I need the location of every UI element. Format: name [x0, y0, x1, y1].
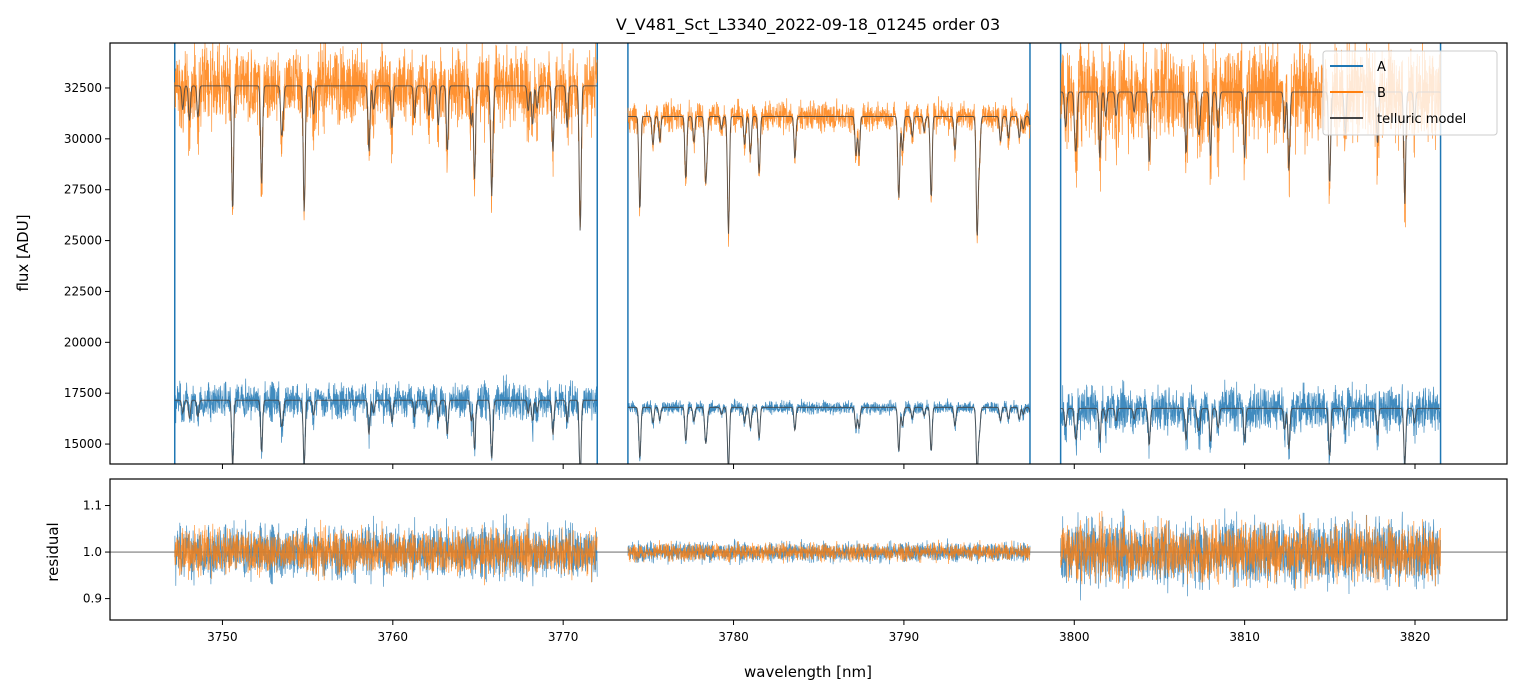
telluric-model-line-b: [174, 85, 598, 231]
flux-y-tick-label: 30000: [64, 132, 102, 146]
flux-plot-area: [173, 43, 1442, 464]
telluric-model-line-a: [1060, 407, 1441, 464]
telluric-model-line-a: [627, 406, 1031, 464]
chart-title: V_V481_Sct_L3340_2022-09-18_01245 order …: [616, 15, 1000, 35]
legend-label-a: A: [1377, 60, 1386, 75]
x-tick-label: 3770: [548, 630, 579, 644]
telluric-model-line-a: [174, 399, 598, 464]
flux-y-tick-label: 25000: [64, 234, 102, 248]
residual-b-line: [627, 539, 1031, 565]
legend-box: [1322, 50, 1498, 136]
flux-y-tick-label: 27500: [64, 183, 102, 197]
legend-label-telluric: telluric model: [1377, 112, 1466, 127]
series-a-line: [174, 374, 598, 464]
residual-b-line: [174, 519, 598, 586]
flux-axes-frame: [109, 42, 1508, 465]
x-tick-label: 3760: [378, 630, 409, 644]
x-tick-label: 3780: [718, 630, 749, 644]
x-tick-label: 3820: [1400, 630, 1431, 644]
flux-y-tick-label: 32500: [64, 81, 102, 95]
series-b-line: [174, 43, 598, 228]
x-axis-label: wavelength [nm]: [744, 663, 872, 681]
residual-y-tick-label: 1.0: [83, 545, 102, 559]
residual-y-tick-label: 1.1: [83, 499, 102, 513]
x-tick-label: 3800: [1059, 630, 1090, 644]
flux-y-label: flux [ADU]: [14, 214, 32, 291]
flux-y-tick-label: 20000: [64, 335, 102, 349]
residual-axes-frame: [109, 478, 1508, 621]
x-tick-label: 3790: [889, 630, 920, 644]
flux-y-tick-label: 17500: [64, 386, 102, 400]
residual-y-tick-label: 0.9: [83, 592, 102, 606]
flux-y-tick-label: 15000: [64, 437, 102, 451]
telluric-model-line-b: [1060, 91, 1441, 204]
x-tick-label: 3810: [1229, 630, 1260, 644]
series-a-line: [1060, 379, 1441, 464]
residual-b-line: [1060, 510, 1441, 590]
flux-y-tick-label: 22500: [64, 284, 102, 298]
legend-label-b: B: [1377, 86, 1386, 101]
legend: A B telluric model: [1322, 50, 1498, 136]
residual-plot-area: [110, 508, 1507, 601]
telluric-model-line-b: [627, 116, 1031, 236]
x-tick-label: 3750: [207, 630, 238, 644]
residual-y-label: residual: [44, 522, 62, 581]
